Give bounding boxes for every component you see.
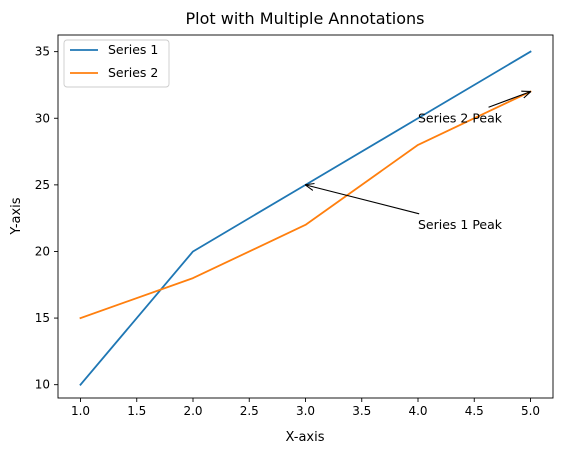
x-tick-label: 4.5 [465,404,484,418]
legend-box [63,39,170,88]
x-tick-label: 1.5 [127,404,146,418]
x-tick-label: 3.5 [352,404,371,418]
y-tick-label: 30 [35,111,50,125]
y-axis-ticks: 10 15 20 25 30 35 [35,45,58,392]
legend-label-series-1: Series 1 [108,42,158,57]
annotation-label-2: Series 2 Peak [418,110,503,125]
annotation-arrow-2 [488,92,531,108]
y-axis-label: Y-axis [9,197,24,235]
series-line-2 [79,90,532,320]
x-tick-label: 2.0 [183,404,202,418]
y-tick-label: 25 [35,178,50,192]
legend: Series 1 Series 2 [63,39,170,88]
x-axis-ticks: 1.0 1.5 2.0 2.5 3.0 3.5 4.0 4.5 5.0 [71,398,540,418]
y-tick-label: 35 [35,45,50,59]
legend-label-series-2: Series 2 [108,65,158,80]
x-tick-label: 2.5 [240,404,259,418]
y-tick-label: 15 [35,311,50,325]
annotation-label-1: Series 1 Peak [418,217,503,232]
chart-title: Plot with Multiple Annotations [186,9,425,28]
annotation-arrow-1 [306,185,420,215]
y-tick-label: 10 [35,378,50,392]
x-axis-label: X-axis [286,430,325,445]
y-tick-label: 20 [35,244,50,258]
x-tick-label: 5.0 [521,404,540,418]
x-tick-label: 1.0 [71,404,90,418]
x-tick-label: 3.0 [296,404,315,418]
annotation-layer: Series 1 Peak Series 2 Peak [306,92,531,232]
x-tick-label: 4.0 [408,404,427,418]
